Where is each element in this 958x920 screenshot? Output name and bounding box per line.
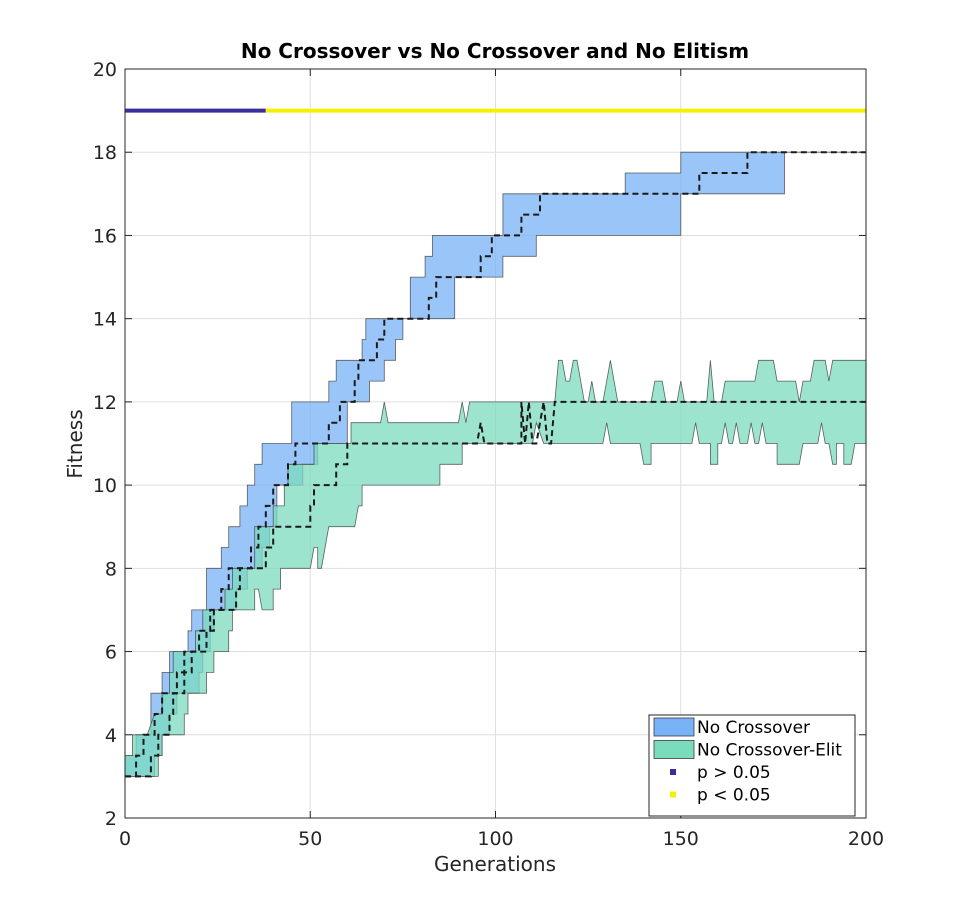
y-tick-label: 2 (105, 808, 117, 830)
x-tick-label: 0 (119, 828, 131, 850)
legend-swatch (653, 740, 695, 759)
y-tick-label: 4 (105, 725, 117, 747)
y-tick-label: 14 (93, 309, 117, 331)
y-tick-label: 16 (93, 225, 117, 247)
legend-label: No Crossover (697, 718, 810, 738)
x-tick-label: 150 (663, 828, 699, 850)
x-axis-label: Generations (434, 852, 556, 876)
median-line-1 (125, 151, 866, 778)
median-line-2 (125, 400, 866, 778)
band-area-2 (124, 359, 867, 777)
legend-label: p < 0.05 (697, 786, 771, 806)
y-tick-label: 18 (93, 142, 117, 164)
y-tick-label: 8 (105, 558, 117, 580)
legend-swatch (653, 717, 695, 737)
x-tick-label: 200 (848, 828, 884, 850)
legend-dot (670, 769, 676, 775)
y-tick-label: 6 (105, 642, 117, 664)
legend-label: p > 0.05 (697, 763, 771, 783)
x-tick-label: 50 (298, 828, 322, 850)
y-tick-label: 12 (93, 392, 117, 414)
y-axis-label: Fitness (63, 409, 87, 478)
chart-title: No Crossover vs No Crossover and No Elit… (241, 39, 749, 63)
y-tick-label: 20 (93, 59, 117, 81)
y-tick-label: 10 (93, 475, 117, 497)
x-tick-label: 100 (477, 828, 513, 850)
legend-dot (670, 791, 676, 798)
legend-label: No Crossover-Elit (697, 741, 842, 761)
